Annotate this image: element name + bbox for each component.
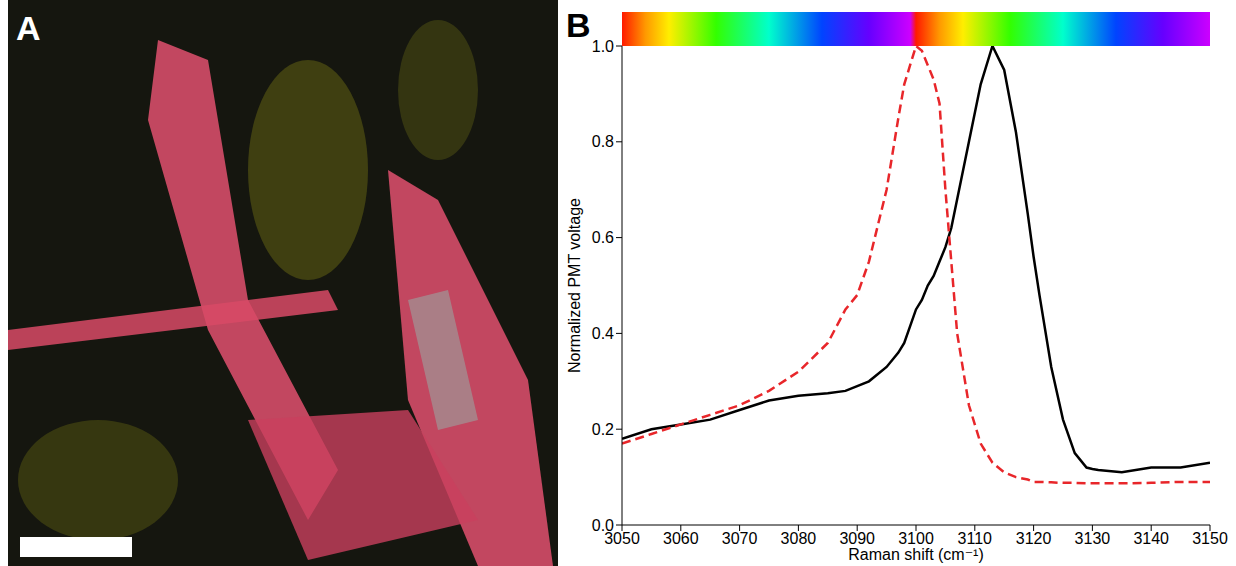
svg-text:3100: 3100 (898, 530, 934, 547)
svg-text:3110: 3110 (958, 530, 993, 547)
svg-text:3140: 3140 (1133, 530, 1169, 547)
svg-text:3120: 3120 (1016, 530, 1052, 547)
svg-text:3090: 3090 (839, 530, 875, 547)
html-text:B: B (566, 6, 591, 44)
svg-text:0.8: 0.8 (592, 133, 614, 150)
svg-text:0.2: 0.2 (592, 421, 614, 438)
svg-text:0.4: 0.4 (592, 325, 614, 342)
svg-text:0.0: 0.0 (592, 517, 614, 534)
svg-text:Normalized PMT voltage: Normalized PMT voltage (566, 198, 583, 373)
svg-text:3070: 3070 (722, 530, 758, 547)
svg-text:3080: 3080 (781, 530, 817, 547)
svg-text:3150: 3150 (1192, 530, 1228, 547)
svg-text:A: A (16, 9, 41, 47)
svg-text:Raman shift (cm⁻¹): Raman shift (cm⁻¹) (848, 546, 984, 563)
svg-text:3130: 3130 (1075, 530, 1111, 547)
svg-text:0.6: 0.6 (592, 229, 614, 246)
svg-text:3060: 3060 (663, 530, 699, 547)
svg-text:3050: 3050 (604, 530, 640, 548)
svg-text:1.0: 1.0 (592, 38, 614, 55)
